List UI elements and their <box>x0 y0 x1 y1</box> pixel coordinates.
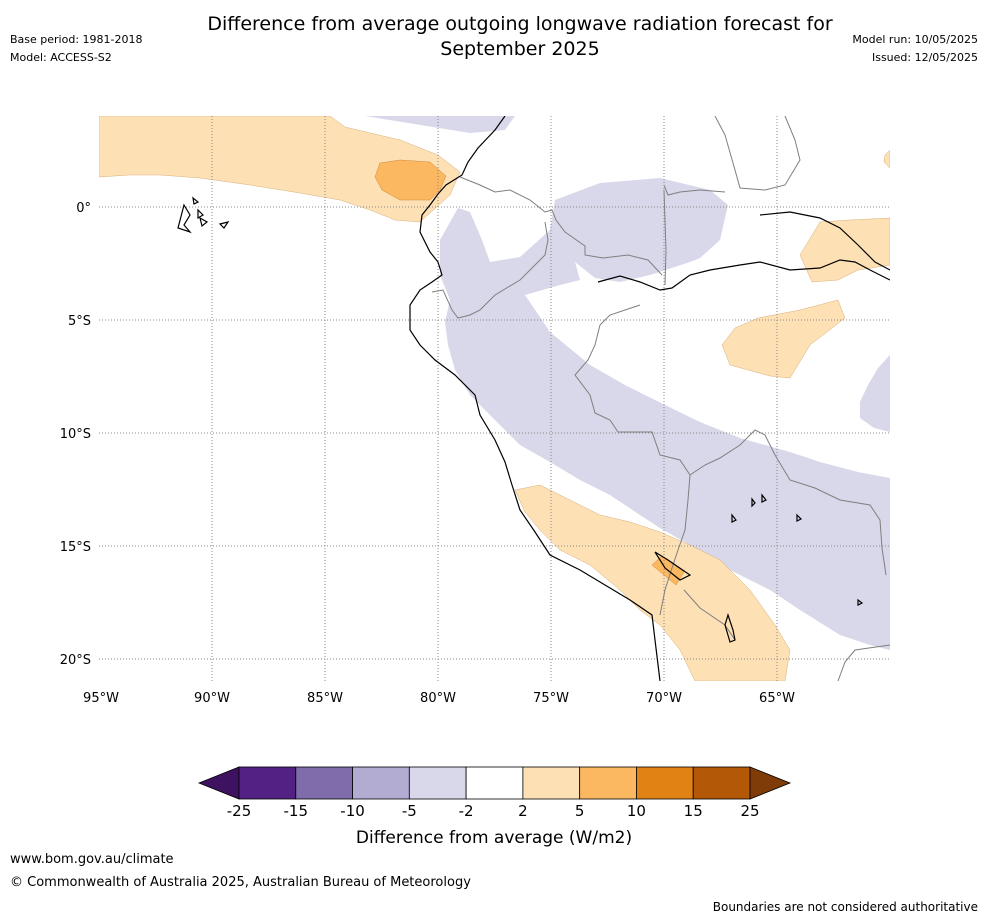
colorbar-tick-label: 10 <box>627 802 646 820</box>
gridlines <box>99 116 890 681</box>
lat-label: 10°S <box>60 427 91 442</box>
lat-label: 5°S <box>68 314 91 329</box>
colorbar-tick-label: -5 <box>402 802 417 820</box>
title-line-2: September 2025 <box>440 38 600 60</box>
lat-label: 20°S <box>60 653 91 668</box>
colorbar-boxes <box>197 766 792 800</box>
model-text: Model: ACCESS-S2 <box>10 51 112 64</box>
disclaimer-text: Boundaries are not considered authoritat… <box>712 900 978 914</box>
copyright-text: © Commonwealth of Australia 2025, Austra… <box>10 875 471 890</box>
issued-text: Issued: 12/05/2025 <box>871 51 978 64</box>
chart-title: Difference from average outgoing longwav… <box>0 12 988 62</box>
lon-label: 75°W <box>533 691 569 706</box>
colorbar-box <box>352 766 410 800</box>
colorbar-box <box>408 766 467 800</box>
colorbar-tick-label: 25 <box>740 802 759 820</box>
country-borders <box>431 116 890 681</box>
colorbar-tick-label: -15 <box>284 802 309 820</box>
lat-label: 15°S <box>60 540 91 555</box>
colorbar-tick-label: -25 <box>227 802 252 820</box>
colorbar-arrow-low <box>197 766 240 800</box>
lon-label: 65°W <box>759 691 795 706</box>
colorbar-tick-label: 15 <box>684 802 703 820</box>
coastlines <box>177 116 890 681</box>
base-period-text: Base period: 1981-2018 <box>10 33 143 46</box>
colorbar-tick-label: -10 <box>340 802 365 820</box>
lon-label: 85°W <box>307 691 343 706</box>
colorbar-tick-label: 2 <box>518 802 528 820</box>
lon-label: 95°W <box>83 691 119 706</box>
colorbar-box <box>295 766 353 800</box>
colorbar-tick-label: -2 <box>459 802 474 820</box>
lat-label: 0° <box>76 201 91 216</box>
colorbar-box <box>522 766 581 800</box>
colorbar-label: Difference from average (W/m2) <box>356 828 632 848</box>
colorbar-arrow-high <box>749 766 792 800</box>
lon-labels: 95°W 90°W 85°W 80°W 75°W 70°W 65°W <box>83 691 795 706</box>
colorbar-ticks: -25 -15 -10 -5 -2 2 5 10 15 25 <box>227 802 760 820</box>
colorbar-tick-label: 5 <box>575 802 585 820</box>
colorbar-box <box>238 766 297 800</box>
colorbar-box <box>579 766 637 800</box>
lon-label: 80°W <box>420 691 456 706</box>
title-line-1: Difference from average outgoing longwav… <box>207 13 833 35</box>
lat-labels: 0° 5°S 10°S 15°S 20°S <box>60 201 91 668</box>
model-run-text: Model run: 10/05/2025 <box>852 33 978 46</box>
colorbar-box <box>636 766 694 800</box>
colorbar-box <box>465 766 524 800</box>
map-area <box>99 116 890 681</box>
lon-label: 70°W <box>646 691 682 706</box>
anomaly-positive <box>99 116 890 681</box>
lon-label: 90°W <box>194 691 230 706</box>
website-text: www.bom.gov.au/climate <box>10 852 174 867</box>
colorbar-box <box>692 766 751 800</box>
